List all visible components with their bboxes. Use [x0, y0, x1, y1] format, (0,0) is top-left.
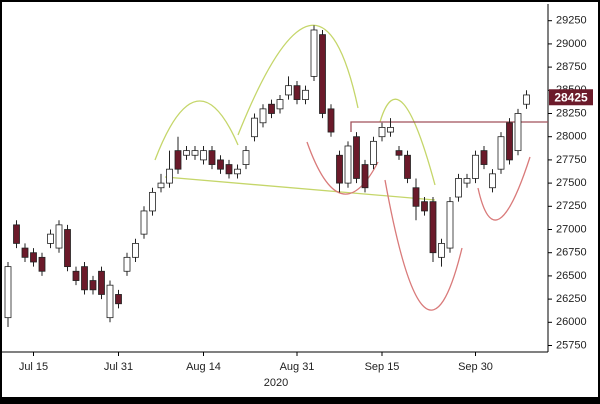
y-tick-label: 29250: [556, 15, 587, 27]
candle-body: [412, 187, 420, 207]
candle-body: [200, 150, 207, 161]
y-tick-label: 28000: [556, 131, 587, 143]
y-tick-label: 26250: [556, 293, 587, 305]
candle-body: [480, 150, 488, 165]
last-price-label: 28425: [554, 90, 588, 104]
bottom-border: [0, 397, 600, 404]
candle-body: [115, 294, 122, 305]
candle-body: [208, 150, 216, 165]
shoulder-arc: [379, 98, 436, 186]
head-arc: [237, 24, 359, 136]
x-tick-label: Sep 15: [365, 361, 400, 373]
candle-body: [327, 108, 335, 133]
candle-body: [38, 256, 46, 272]
candle-body: [523, 94, 530, 105]
y-tick-label: 27250: [556, 200, 587, 212]
y-tick-label: 28250: [556, 107, 587, 119]
candle-body: [64, 229, 71, 268]
candle-body: [191, 150, 199, 156]
candle-body: [497, 136, 505, 170]
x-tick-label: Sep 30: [458, 361, 493, 373]
y-tick-label: 26000: [556, 316, 587, 328]
candle-body: [319, 34, 326, 114]
candle-body: [166, 168, 173, 184]
candle-body: [285, 85, 292, 96]
candle-body: [81, 266, 88, 291]
candle-body: [429, 201, 437, 254]
candle-body: [395, 150, 403, 156]
cup-arc: [306, 141, 379, 195]
candle-body: [242, 150, 250, 165]
candle-body: [361, 164, 369, 189]
candle-body: [472, 154, 479, 179]
candle-body: [225, 164, 233, 175]
y-tick-label: 26500: [556, 270, 587, 282]
shoulder-arc: [154, 100, 239, 161]
candle-body: [446, 201, 454, 249]
y-tick-label: 27750: [556, 154, 587, 166]
x-tick-label: Aug 31: [280, 361, 315, 373]
neckline: [164, 176, 436, 201]
candle-body: [463, 178, 471, 184]
y-tick-label: 27000: [556, 223, 587, 235]
candle-body: [123, 256, 131, 272]
candle-body: [310, 29, 318, 77]
candle-body: [370, 140, 377, 165]
candle-body: [140, 210, 148, 235]
candle-body: [47, 233, 54, 244]
candle-body: [149, 191, 156, 212]
candle-body: [455, 178, 462, 198]
x-tick-label: Jul 31: [104, 361, 133, 373]
candle-body: [157, 182, 165, 189]
candle-body: [387, 127, 394, 133]
candle-body: [21, 247, 29, 258]
candle-body: [217, 159, 224, 170]
candle-body: [55, 224, 63, 249]
y-tick-label: 26750: [556, 247, 587, 259]
y-tick-label: 25750: [556, 339, 587, 351]
candle-body: [106, 284, 114, 319]
candle-body: [174, 150, 182, 170]
candle-body: [89, 280, 97, 291]
candle-body: [344, 145, 352, 184]
cup-arc: [477, 156, 531, 221]
candle-body: [132, 243, 139, 258]
cup-arc: [384, 179, 463, 311]
candle-body: [251, 117, 258, 138]
candle-body: [404, 154, 411, 179]
candle-body: [421, 201, 428, 212]
y-tick-label: 28750: [556, 61, 587, 73]
candle-body: [13, 224, 20, 244]
candle-body: [268, 103, 275, 114]
candle-body: [514, 113, 522, 152]
candle-body: [276, 99, 284, 110]
candle-body: [72, 270, 80, 281]
candle-body: [378, 127, 386, 138]
candle-body: [438, 243, 445, 258]
candle-body: [293, 85, 301, 100]
y-tick-label: 29000: [556, 38, 587, 50]
candle-body: [302, 89, 309, 100]
last-price-box: [549, 89, 593, 106]
x-tick-label: Jul 15: [19, 361, 48, 373]
candle-body: [259, 108, 267, 124]
x-tick-label: Aug 14: [186, 361, 221, 373]
candle-body: [98, 270, 105, 295]
candle-body: [336, 154, 343, 184]
y-tick-label: 27500: [556, 177, 587, 189]
x-axis-label: 2020: [264, 377, 288, 389]
candle-body: [489, 173, 496, 189]
annotations: [154, 24, 548, 311]
candle-body: [506, 122, 513, 161]
candle-body: [30, 252, 37, 263]
candle-body: [183, 150, 190, 156]
candle-body: [234, 168, 241, 175]
candle-body: [353, 136, 360, 179]
resistance-line: [350, 121, 548, 132]
candle-body: [4, 266, 12, 319]
